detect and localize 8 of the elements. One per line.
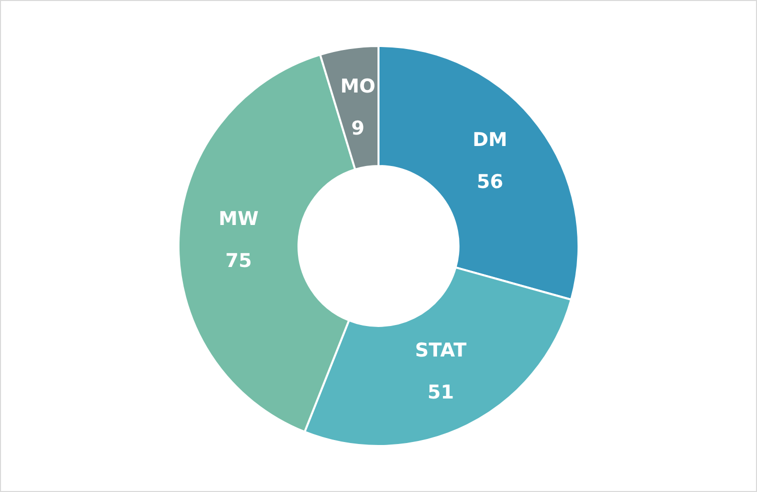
data-label: 9 <box>351 117 364 140</box>
data-label: 56 <box>476 171 504 194</box>
data-label: 51 <box>427 381 454 404</box>
slice-label: DM <box>472 129 508 152</box>
data-label: 75 <box>225 250 252 272</box>
slice-label: MO <box>340 75 376 98</box>
slice-label: MW <box>218 208 259 230</box>
slice-label: STAT <box>415 339 466 362</box>
